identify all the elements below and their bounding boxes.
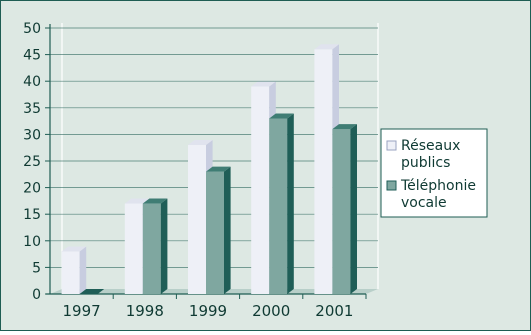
bar-series1-top <box>124 198 150 204</box>
y-tick-label: 45 <box>23 48 41 64</box>
bar-series2 <box>79 289 105 294</box>
legend-label-line: Réseaux <box>401 138 460 154</box>
bar-series2-front <box>332 129 351 294</box>
legend-box <box>380 128 488 218</box>
y-tick-label: 5 <box>32 260 41 276</box>
bar-series2-top <box>142 198 168 204</box>
bar-series1-top <box>61 246 87 252</box>
bar-series2-front <box>269 118 288 294</box>
y-tick-label: 10 <box>23 234 41 250</box>
y-tick-label: 15 <box>23 207 41 223</box>
x-tick-label: 1999 <box>189 302 227 320</box>
bar-series1-top <box>188 140 213 146</box>
bar-series1-top <box>314 44 339 50</box>
bar-series2-side <box>350 124 357 294</box>
legend-label-line: vocale <box>401 195 447 211</box>
legend-label: Réseaux publics <box>401 138 460 171</box>
bar-series1-front <box>314 49 333 294</box>
y-tick-label: 25 <box>23 154 41 170</box>
x-tick-label: 2001 <box>315 302 353 320</box>
legend-swatch <box>386 180 397 191</box>
bar-series2-slab <box>79 289 105 294</box>
y-tick-label: 40 <box>23 74 41 90</box>
y-tick-label: 0 <box>32 287 41 303</box>
bar-series1-front <box>251 86 270 295</box>
bar-series2-top <box>269 113 294 119</box>
bar-series1-front <box>188 145 206 294</box>
bar-series1-front <box>61 251 80 294</box>
bar-series2-top <box>206 166 231 172</box>
bar-series2-side <box>160 198 168 294</box>
bar-series1-side <box>79 246 87 294</box>
bar-series1 <box>61 246 87 294</box>
legend-swatch <box>386 140 397 151</box>
legend-label-line: publics <box>401 155 450 171</box>
bar-series2 <box>206 166 231 294</box>
bar-series1-front <box>124 203 143 294</box>
y-tick-label: 30 <box>23 127 41 143</box>
x-tick-label: 1997 <box>63 302 101 320</box>
x-tick-label: 1998 <box>126 302 164 320</box>
bar-series2-side <box>224 166 231 294</box>
x-tick-label: 2000 <box>252 302 290 320</box>
bar-series2 <box>142 198 168 294</box>
bar-series2-side <box>287 113 294 294</box>
y-tick-label: 35 <box>23 101 41 117</box>
bar-series2-front <box>142 203 161 294</box>
bar-series2-front <box>206 171 224 294</box>
bar-series2-top <box>332 124 357 130</box>
bar-series1-top <box>251 81 276 87</box>
legend-label: Téléphonie vocale <box>400 178 476 211</box>
y-tick-label: 50 <box>23 21 41 37</box>
legend-label-line: Téléphonie <box>400 178 476 194</box>
y-tick-label: 20 <box>23 181 41 197</box>
bar-series2 <box>332 124 357 294</box>
bar-series2 <box>269 113 294 294</box>
